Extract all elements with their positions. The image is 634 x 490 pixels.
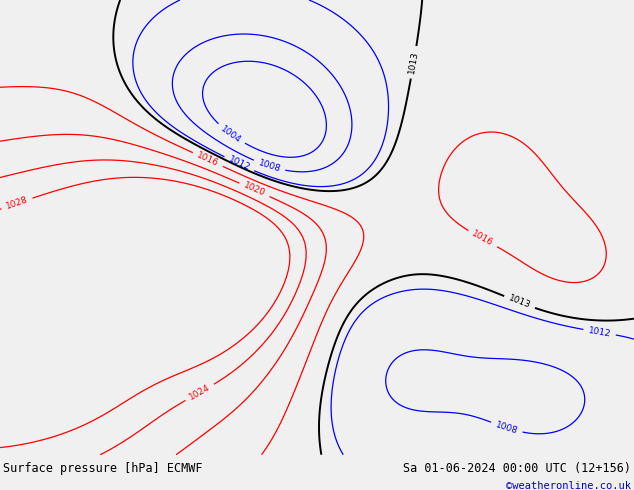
Text: 1012: 1012: [227, 155, 252, 173]
Text: Sa 01-06-2024 00:00 UTC (12+156): Sa 01-06-2024 00:00 UTC (12+156): [403, 463, 631, 475]
Text: 1013: 1013: [407, 50, 420, 74]
Text: 1016: 1016: [470, 229, 495, 248]
Text: 1004: 1004: [219, 124, 243, 145]
Text: 1008: 1008: [495, 420, 519, 436]
Text: 1016: 1016: [195, 150, 220, 169]
Text: 1012: 1012: [588, 326, 612, 339]
Text: Surface pressure [hPa] ECMWF: Surface pressure [hPa] ECMWF: [3, 463, 203, 475]
Text: 1008: 1008: [257, 158, 281, 174]
Text: 1020: 1020: [242, 181, 267, 198]
Text: ©weatheronline.co.uk: ©weatheronline.co.uk: [506, 482, 631, 490]
Text: 1024: 1024: [188, 383, 212, 402]
Text: 1028: 1028: [4, 196, 29, 211]
Text: 1013: 1013: [507, 294, 532, 311]
